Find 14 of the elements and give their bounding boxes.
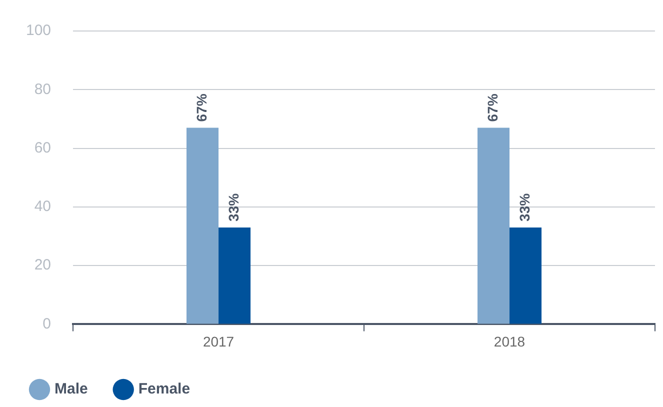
- y-tick-label: 60: [34, 139, 52, 156]
- legend-label: Male: [54, 380, 88, 398]
- data-label: 33%: [225, 192, 242, 222]
- x-tick-label: 2017: [202, 333, 234, 350]
- y-tick-label: 80: [34, 80, 52, 98]
- data-label: 67%: [193, 93, 210, 122]
- legend-label: Female: [138, 380, 190, 398]
- y-tick-label: 20: [34, 256, 52, 274]
- data-label: 67%: [484, 93, 500, 122]
- y-tick-label: 100: [26, 22, 52, 40]
- data-label: 33%: [516, 192, 532, 222]
- y-tick-label: 0: [42, 315, 52, 332]
- y-tick-label: 40: [34, 198, 52, 216]
- x-tick-label: 2018: [494, 333, 526, 350]
